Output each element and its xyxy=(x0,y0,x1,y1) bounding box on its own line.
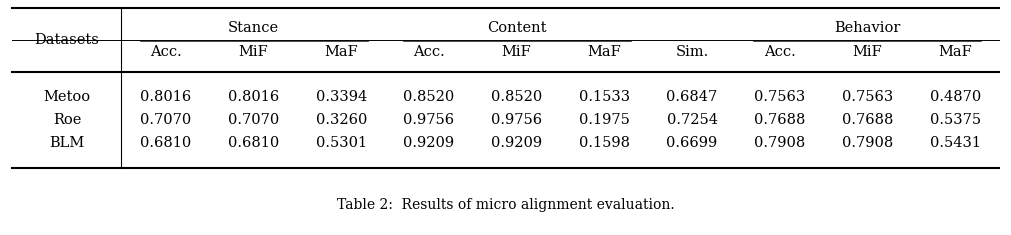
Text: 0.9756: 0.9756 xyxy=(403,113,455,127)
Text: Datasets: Datasets xyxy=(34,33,99,47)
Text: 0.6699: 0.6699 xyxy=(666,136,718,150)
Text: 0.5301: 0.5301 xyxy=(315,136,367,150)
Text: 0.6847: 0.6847 xyxy=(666,90,718,104)
Text: 0.5375: 0.5375 xyxy=(929,113,981,127)
Text: 0.8520: 0.8520 xyxy=(491,90,542,104)
Text: Stance: Stance xyxy=(228,21,279,35)
Text: 0.9756: 0.9756 xyxy=(491,113,542,127)
Text: 0.4870: 0.4870 xyxy=(929,90,981,104)
Text: 0.1975: 0.1975 xyxy=(579,113,630,127)
Text: 0.8016: 0.8016 xyxy=(227,90,279,104)
Text: 0.7908: 0.7908 xyxy=(754,136,806,150)
Text: MaF: MaF xyxy=(325,45,358,59)
Text: 0.6810: 0.6810 xyxy=(141,136,191,150)
Text: 0.7563: 0.7563 xyxy=(754,90,806,104)
Text: MiF: MiF xyxy=(501,45,532,59)
Text: BLM: BLM xyxy=(50,136,85,150)
Text: 0.9209: 0.9209 xyxy=(403,136,455,150)
Text: MiF: MiF xyxy=(852,45,883,59)
Text: MaF: MaF xyxy=(938,45,972,59)
Text: 0.7254: 0.7254 xyxy=(666,113,718,127)
Text: 0.7688: 0.7688 xyxy=(842,113,893,127)
Text: 0.3260: 0.3260 xyxy=(315,113,367,127)
Text: 0.1533: 0.1533 xyxy=(578,90,630,104)
Text: Table 2:  Results of micro alignment evaluation.: Table 2: Results of micro alignment eval… xyxy=(337,198,674,212)
Text: 0.8520: 0.8520 xyxy=(403,90,455,104)
Text: Roe: Roe xyxy=(53,113,81,127)
Text: Acc.: Acc. xyxy=(150,45,182,59)
Text: 0.7070: 0.7070 xyxy=(141,113,191,127)
Text: 0.6810: 0.6810 xyxy=(227,136,279,150)
Text: 0.7908: 0.7908 xyxy=(842,136,893,150)
Text: Metoo: Metoo xyxy=(43,90,91,104)
Text: Acc.: Acc. xyxy=(413,45,445,59)
Text: 0.7688: 0.7688 xyxy=(754,113,806,127)
Text: 0.1598: 0.1598 xyxy=(579,136,630,150)
Text: Sim.: Sim. xyxy=(675,45,709,59)
Text: Behavior: Behavior xyxy=(834,21,901,35)
Text: 0.8016: 0.8016 xyxy=(141,90,191,104)
Text: 0.5431: 0.5431 xyxy=(930,136,981,150)
Text: 0.7563: 0.7563 xyxy=(842,90,893,104)
Text: MiF: MiF xyxy=(239,45,269,59)
Text: 0.9209: 0.9209 xyxy=(491,136,542,150)
Text: MaF: MaF xyxy=(587,45,621,59)
Text: 0.3394: 0.3394 xyxy=(315,90,367,104)
Text: Content: Content xyxy=(487,21,546,35)
Text: Acc.: Acc. xyxy=(764,45,796,59)
Text: 0.7070: 0.7070 xyxy=(227,113,279,127)
